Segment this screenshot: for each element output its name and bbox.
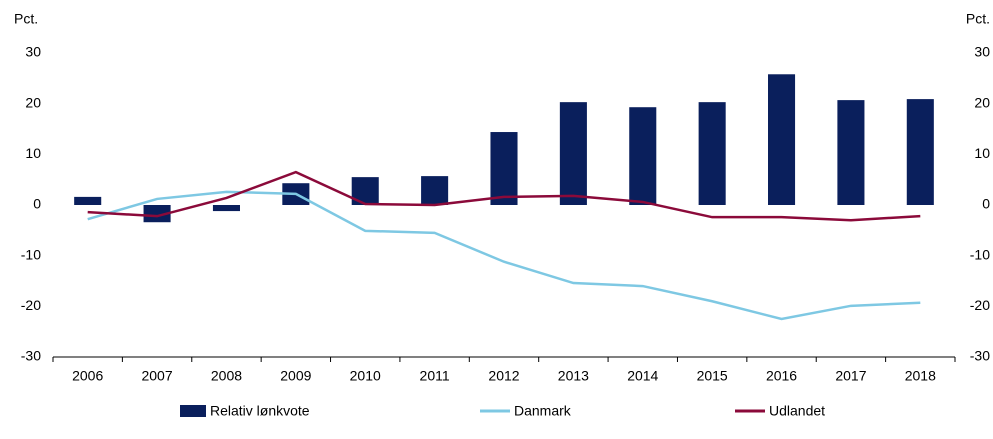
x-tick-label: 2014 [627, 368, 658, 384]
bar [629, 107, 657, 205]
bar [768, 74, 796, 205]
x-tick-label: 2017 [835, 368, 866, 384]
bar [212, 205, 240, 212]
y2-tick-label: -20 [970, 297, 990, 313]
bar [698, 102, 726, 205]
x-tick-label: 2009 [280, 368, 311, 384]
y-axis-label: Pct. [14, 11, 38, 27]
y2-tick-label: -30 [970, 348, 990, 364]
bar [143, 205, 171, 223]
x-tick-label: 2011 [420, 368, 450, 384]
y2-tick-label: 10 [974, 145, 990, 161]
legend-label: Udlandet [769, 403, 825, 419]
y-tick-label: 10 [25, 145, 41, 161]
y2-tick-label: -10 [970, 246, 990, 262]
x-tick-label: 2013 [558, 368, 589, 384]
x-tick-label: 2006 [72, 368, 103, 384]
line [87, 170, 921, 222]
line [87, 190, 921, 321]
y-tick-label: 0 [33, 196, 41, 212]
bar [490, 132, 518, 205]
y2-axis-label: Pct. [966, 11, 990, 27]
y-tick-label: -20 [21, 297, 41, 313]
bar [837, 100, 865, 205]
y-tick-label: -30 [21, 348, 41, 364]
x-tick-label: 2015 [697, 368, 728, 384]
bar [559, 102, 587, 205]
x-tick-label: 2016 [766, 368, 797, 384]
legend-swatch [180, 405, 206, 417]
x-tick-label: 2018 [905, 368, 936, 384]
y-tick-label: 30 [25, 44, 41, 60]
x-tick-label: 2012 [488, 368, 519, 384]
y-tick-label: 20 [25, 94, 41, 110]
x-tick-label: 2008 [211, 368, 242, 384]
y-tick-label: -10 [21, 246, 41, 262]
legend-label: Danmark [514, 403, 572, 419]
legend-label: Relativ lønkvote [210, 403, 310, 419]
x-tick-label: 2010 [350, 368, 381, 384]
bar [906, 99, 934, 205]
y2-tick-label: 0 [982, 196, 990, 212]
y2-tick-label: 30 [974, 44, 990, 60]
bar [421, 176, 449, 205]
y2-tick-label: 20 [974, 94, 990, 110]
bar [74, 196, 102, 205]
x-tick-label: 2007 [141, 368, 172, 384]
